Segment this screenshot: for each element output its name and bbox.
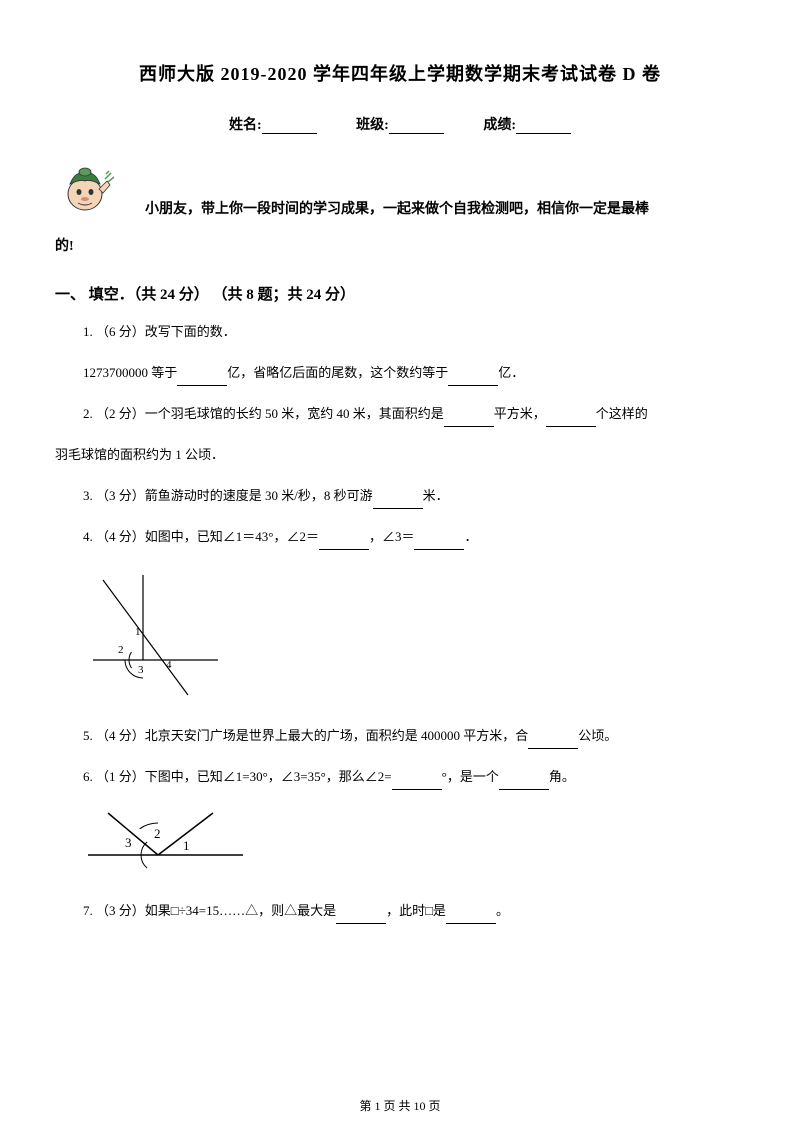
- q1-text-a: 1273700000 等于: [83, 365, 177, 380]
- q7-text-a: 7. （3 分）如果□÷34=15……△，则△最大是: [83, 903, 336, 918]
- greeting-text: 小朋友，带上你一段时间的学习成果，一起来做个自我检测吧，相信你一定是最棒: [120, 159, 649, 226]
- greeting-row: 小朋友，带上你一段时间的学习成果，一起来做个自我检测吧，相信你一定是最棒: [55, 159, 745, 226]
- q1-text-c: 亿．: [498, 365, 524, 380]
- q4-text-c: ．: [464, 529, 477, 544]
- q7-blank-2[interactable]: [446, 910, 496, 924]
- q2-blank-1[interactable]: [444, 413, 494, 427]
- q7-blank-1[interactable]: [336, 910, 386, 924]
- score-blank[interactable]: [516, 118, 571, 134]
- question-5: 5. （4 分）北京天安门广场是世界上最大的广场，面积约是 400000 平方米…: [55, 723, 745, 749]
- svg-text:4: 4: [166, 659, 172, 671]
- name-blank[interactable]: [262, 118, 317, 134]
- q5-text-a: 5. （4 分）北京天安门广场是世界上最大的广场，面积约是 400000 平方米…: [83, 728, 528, 743]
- q6-blank-1[interactable]: [392, 776, 442, 790]
- class-field: 班级:: [356, 114, 444, 134]
- svg-text:1: 1: [183, 838, 190, 853]
- q1-text-b: 亿，省略亿后面的尾数，这个数约等于: [227, 365, 448, 380]
- name-label: 姓名:: [229, 118, 262, 133]
- q7-text-b: ，此时□是: [386, 903, 446, 918]
- question-1: 1. （6 分）改写下面的数．: [55, 319, 745, 345]
- q2-text-a: 2. （2 分）一个羽毛球馆的长约 50 米，宽约 40 米，其面积约是: [83, 406, 444, 421]
- q1-blank-2[interactable]: [448, 372, 498, 386]
- q3-text-a: 3. （3 分）箭鱼游动时的速度是 30 米/秒，8 秒可游: [83, 488, 373, 503]
- score-field: 成绩:: [483, 114, 571, 134]
- q2-blank-2[interactable]: [546, 413, 596, 427]
- figure-2: 3 2 1: [83, 805, 745, 880]
- question-2-cont: 羽毛球馆的面积约为 1 公顷．: [55, 442, 745, 468]
- mascot-icon: [55, 159, 120, 224]
- svg-text:3: 3: [125, 835, 132, 850]
- q3-text-b: 米．: [423, 488, 449, 503]
- svg-text:1: 1: [135, 626, 141, 638]
- question-6: 6. （1 分）下图中，已知∠1=30°，∠3=35°，那么∠2= °，是一个 角。: [55, 764, 745, 790]
- class-label: 班级:: [356, 118, 389, 133]
- question-2: 2. （2 分）一个羽毛球馆的长约 50 米，宽约 40 米，其面积约是 平方米，…: [55, 401, 745, 427]
- greeting-end: 的!: [55, 231, 745, 263]
- section-1-title: 一、 填空．（共 24 分） （共 8 题；共 24 分）: [55, 283, 745, 304]
- q6-text-a: 6. （1 分）下图中，已知∠1=30°，∠3=35°，那么∠2=: [83, 769, 392, 784]
- q5-text-b: 公顷。: [578, 728, 617, 743]
- q4-text-b: ，∠3＝: [369, 529, 415, 544]
- student-info: 姓名: 班级: 成绩:: [55, 114, 745, 134]
- q4-blank-1[interactable]: [319, 536, 369, 550]
- q1-blank-1[interactable]: [177, 372, 227, 386]
- class-blank[interactable]: [389, 118, 444, 134]
- question-3: 3. （3 分）箭鱼游动时的速度是 30 米/秒，8 秒可游 米．: [55, 483, 745, 509]
- svg-text:2: 2: [154, 826, 161, 841]
- q6-text-b: °，是一个: [442, 769, 499, 784]
- question-7: 7. （3 分）如果□÷34=15……△，则△最大是 ，此时□是 。: [55, 898, 745, 924]
- svg-text:3: 3: [138, 664, 144, 676]
- q2-text-c: 个这样的: [596, 406, 648, 421]
- exam-title: 西师大版 2019-2020 学年四年级上学期数学期末考试试卷 D 卷: [55, 60, 745, 86]
- q6-text-c: 角。: [549, 769, 575, 784]
- question-1-body: 1273700000 等于 亿，省略亿后面的尾数，这个数约等于 亿．: [55, 360, 745, 386]
- q4-blank-2[interactable]: [414, 536, 464, 550]
- q3-blank-1[interactable]: [373, 495, 423, 509]
- q5-blank-1[interactable]: [528, 735, 578, 749]
- q6-blank-2[interactable]: [499, 776, 549, 790]
- q7-text-c: 。: [496, 903, 509, 918]
- question-4: 4. （4 分）如图中，已知∠1＝43°，∠2＝ ，∠3＝ ．: [55, 524, 745, 550]
- name-field: 姓名:: [229, 114, 317, 134]
- page-footer: 第 1 页 共 10 页: [0, 1097, 800, 1114]
- score-label: 成绩:: [483, 118, 516, 133]
- q4-text-a: 4. （4 分）如图中，已知∠1＝43°，∠2＝: [83, 529, 319, 544]
- q2-text-b: 平方米，: [494, 406, 546, 421]
- svg-text:2: 2: [118, 644, 124, 656]
- figure-1: 12 3 4: [83, 565, 745, 705]
